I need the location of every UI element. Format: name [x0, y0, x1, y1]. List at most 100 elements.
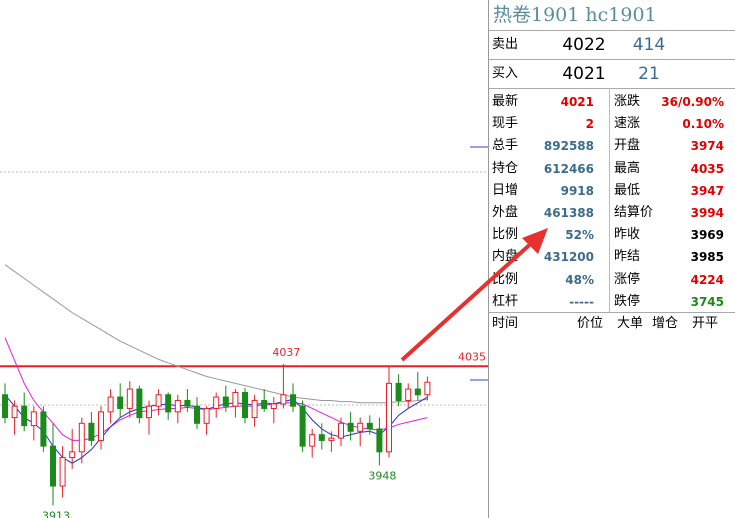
- candle-body: [424, 381, 431, 396]
- stat-label: 最低: [614, 182, 641, 198]
- stat-label: 昨结: [614, 249, 641, 265]
- quote-panel: 热卷1901 hc1901 卖出 4022 414 买入 4021 21 最新 4021 涨跌…: [488, 0, 735, 518]
- stat-label: 开盘: [614, 138, 641, 154]
- price-marker: 4037: [272, 346, 300, 359]
- column-header: 大单: [617, 316, 644, 331]
- stat-label: 持仓: [492, 160, 519, 176]
- quote-label: 买入: [492, 66, 519, 81]
- candle-body: [50, 445, 56, 487]
- price-line-label: 4035: [458, 350, 486, 363]
- stat-value: 3994: [690, 205, 724, 220]
- quote-price: 4021: [562, 64, 606, 84]
- candle-body: [328, 437, 335, 441]
- candle-body: [30, 411, 37, 427]
- candle-body: [251, 399, 258, 419]
- candle-body: [59, 457, 66, 487]
- candle-body: [261, 399, 268, 409]
- ma-line: [4, 337, 428, 441]
- column-header: 价位: [577, 316, 604, 331]
- candle-body: [21, 405, 28, 427]
- candle-body: [126, 388, 133, 409]
- candle-body: [232, 391, 239, 407]
- stat-row: 总手 892588 开盘 3974: [489, 135, 735, 157]
- quote-label: 卖出: [492, 37, 519, 52]
- candle-body: [242, 391, 248, 419]
- stat-value: 461388: [543, 205, 594, 220]
- candle-body: [376, 428, 383, 453]
- stat-label: 现手: [492, 116, 519, 132]
- candle-body: [11, 405, 18, 419]
- stat-value: 4021: [560, 95, 594, 109]
- stat-label: 日增: [492, 182, 519, 198]
- stat-value: 3969: [690, 228, 724, 243]
- stat-value: -----: [569, 294, 594, 309]
- stat-label: 最高: [614, 160, 641, 176]
- price-marker: 3948: [368, 470, 396, 483]
- quote-price: 4022: [562, 35, 606, 55]
- stat-label: 昨收: [614, 227, 641, 243]
- candle-body: [213, 396, 220, 409]
- stat-label: 比例: [492, 271, 519, 287]
- column-header: 增仓: [652, 316, 679, 331]
- stat-row: 杠杆 ----- 跌停 3745: [489, 291, 735, 313]
- ma-line: [4, 264, 428, 404]
- candle-body: [270, 403, 277, 409]
- candle-body: [395, 382, 402, 401]
- stat-value: 431200: [543, 250, 594, 265]
- candle-body: [290, 394, 296, 407]
- candle-body: [366, 422, 373, 430]
- stat-label: 跌停: [614, 293, 641, 309]
- candle-body: [117, 396, 124, 409]
- stat-label: 内盘: [492, 249, 519, 265]
- stat-row: 比例 48% 涨停 4224: [489, 269, 735, 291]
- quote-row: 卖出 4022 414: [489, 31, 735, 60]
- stat-value: 612466: [543, 161, 594, 176]
- stat-label: 涨停: [614, 271, 641, 287]
- candle-body: [299, 405, 306, 447]
- stat-value: 3974: [690, 139, 724, 154]
- stat-label: 杠杆: [492, 293, 519, 309]
- candle-body: [318, 434, 325, 441]
- stat-label: 比例: [492, 227, 519, 243]
- candle-body: [136, 388, 143, 419]
- kline-chart: 4035 4037 3948 3913: [0, 146, 488, 518]
- panel-title: 热卷1901 hc1901: [489, 0, 735, 31]
- candle-body: [386, 382, 392, 453]
- candle-body: [98, 411, 104, 441]
- candle-body: [2, 394, 8, 419]
- stat-label: 外盘: [492, 204, 519, 220]
- stat-value: 48%: [565, 272, 594, 287]
- stat-label: 结算价: [614, 204, 654, 220]
- stat-value: 4035: [690, 161, 724, 176]
- candle-body: [40, 411, 47, 447]
- stat-row: 现手 2 速涨 0.10%: [489, 113, 735, 135]
- stat-value: 2: [585, 117, 594, 132]
- stat-value: 3947: [690, 183, 724, 198]
- candle-body: [174, 399, 181, 413]
- stat-row: 外盘 461388 结算价 3994: [489, 202, 735, 224]
- column-header: 开平: [692, 316, 719, 331]
- quote-volume: 21: [638, 64, 660, 84]
- stat-row: 持仓 612466 最高 4035: [489, 158, 735, 180]
- stat-value: 3745: [690, 294, 724, 309]
- candle-body: [107, 396, 114, 413]
- candle-body: [165, 394, 172, 413]
- quote-volume: 414: [632, 35, 666, 55]
- candle-body: [88, 422, 95, 441]
- candle-body: [309, 434, 316, 447]
- candle-body: [69, 451, 76, 459]
- divider: [609, 88, 610, 312]
- candle-body: [78, 422, 85, 453]
- candle-body: [347, 422, 354, 432]
- candle-body: [405, 388, 412, 401]
- stat-value: 9918: [560, 183, 594, 198]
- stat-row: 日增 9918 最低 3947: [489, 180, 735, 202]
- stat-value: 52%: [565, 228, 594, 243]
- stat-label: 速涨: [614, 116, 641, 132]
- candle-body: [194, 405, 200, 424]
- stat-value: 892588: [543, 139, 594, 154]
- candle-body: [338, 422, 344, 439]
- ticks-header: 时间 价位 大单 增仓 开平: [489, 312, 735, 335]
- stat-row: 比例 52% 昨收 3969: [489, 224, 735, 246]
- stat-value: 4224: [690, 272, 724, 287]
